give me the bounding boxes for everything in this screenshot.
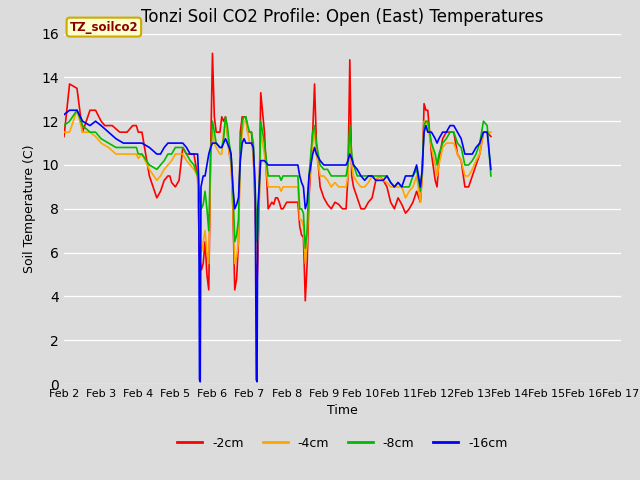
-2cm bbox=[487, 133, 495, 139]
-16cm bbox=[240, 136, 248, 142]
-2cm bbox=[153, 195, 161, 201]
Line: -8cm: -8cm bbox=[64, 110, 491, 248]
-16cm bbox=[196, 379, 204, 384]
-8cm bbox=[60, 123, 68, 129]
-16cm bbox=[257, 158, 264, 164]
-16cm bbox=[172, 140, 179, 146]
Text: TZ_soilco2: TZ_soilco2 bbox=[70, 21, 138, 34]
-8cm bbox=[112, 144, 120, 150]
-16cm bbox=[390, 184, 398, 190]
-8cm bbox=[73, 108, 81, 113]
Legend: -2cm, -4cm, -8cm, -16cm: -2cm, -4cm, -8cm, -16cm bbox=[172, 432, 513, 455]
-8cm bbox=[487, 173, 495, 179]
-4cm bbox=[73, 108, 81, 113]
-2cm bbox=[60, 133, 68, 139]
-4cm bbox=[201, 228, 209, 234]
Line: -4cm: -4cm bbox=[64, 110, 491, 264]
-8cm bbox=[201, 188, 209, 194]
-4cm bbox=[60, 129, 68, 135]
-16cm bbox=[320, 162, 328, 168]
-2cm bbox=[417, 199, 424, 205]
X-axis label: Time: Time bbox=[327, 405, 358, 418]
-16cm bbox=[60, 112, 68, 118]
-2cm bbox=[301, 298, 309, 304]
Line: -2cm: -2cm bbox=[64, 53, 491, 301]
-16cm bbox=[235, 195, 243, 201]
-2cm bbox=[242, 114, 250, 120]
-4cm bbox=[205, 261, 212, 266]
-4cm bbox=[112, 151, 120, 157]
-4cm bbox=[465, 173, 472, 179]
-8cm bbox=[244, 123, 252, 129]
-4cm bbox=[211, 140, 218, 146]
-2cm bbox=[209, 50, 216, 56]
-4cm bbox=[461, 173, 468, 179]
-4cm bbox=[246, 140, 253, 146]
-2cm bbox=[409, 199, 417, 205]
Title: Tonzi Soil CO2 Profile: Open (East) Temperatures: Tonzi Soil CO2 Profile: Open (East) Temp… bbox=[141, 9, 543, 26]
-8cm bbox=[301, 245, 309, 251]
-2cm bbox=[465, 184, 472, 190]
-8cm bbox=[209, 119, 216, 124]
-8cm bbox=[461, 162, 468, 168]
-16cm bbox=[66, 108, 74, 113]
-8cm bbox=[465, 162, 472, 168]
Y-axis label: Soil Temperature (C): Soil Temperature (C) bbox=[23, 144, 36, 273]
-4cm bbox=[487, 129, 495, 135]
Line: -16cm: -16cm bbox=[64, 110, 491, 382]
-16cm bbox=[487, 167, 495, 172]
-2cm bbox=[413, 188, 420, 194]
